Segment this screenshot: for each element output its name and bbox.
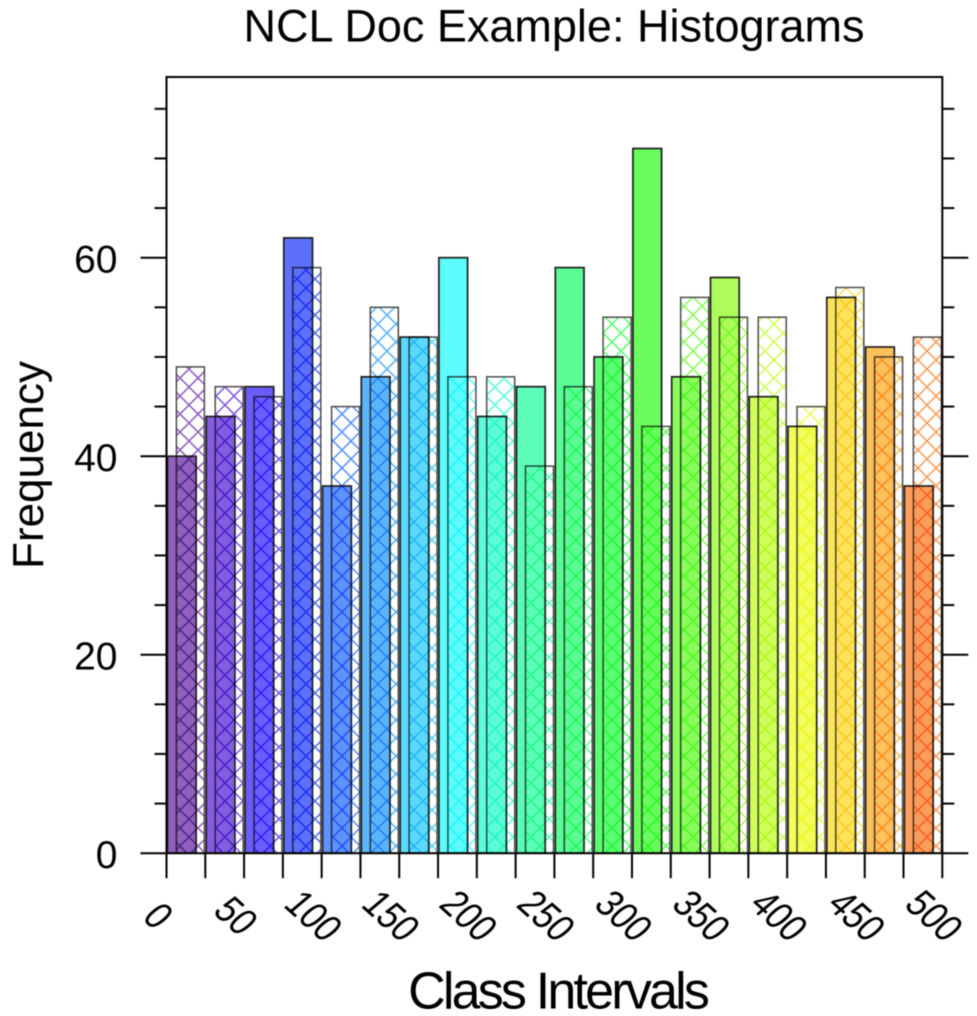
svg-text:40: 40 xyxy=(74,437,117,480)
svg-text:Class Intervals: Class Intervals xyxy=(408,963,709,1016)
svg-text:Frequency: Frequency xyxy=(4,361,53,569)
svg-text:20: 20 xyxy=(74,636,117,679)
svg-text:NCL Doc Example: Histograms: NCL Doc Example: Histograms xyxy=(243,1,864,52)
svg-text:60: 60 xyxy=(74,239,117,282)
svg-text:0: 0 xyxy=(96,834,118,877)
